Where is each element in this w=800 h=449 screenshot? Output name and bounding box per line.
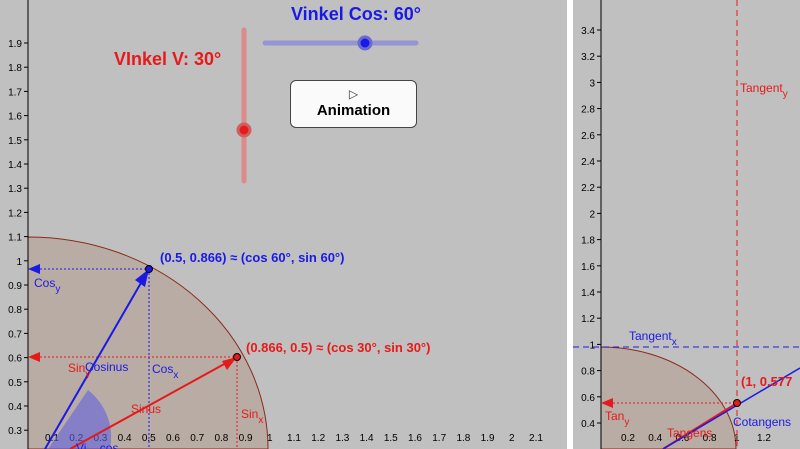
left-y-tick-label: 1.5 bbox=[8, 136, 22, 147]
left-y-tick-label: 1.6 bbox=[8, 112, 22, 123]
right-y-tick-label: 2.8 bbox=[581, 105, 595, 116]
cotangens-line bbox=[662, 367, 800, 449]
left-x-tick-label: 0.4 bbox=[118, 433, 132, 444]
right-y-tick-label: 0.6 bbox=[581, 393, 595, 404]
left-x-tick-label: 1.5 bbox=[384, 433, 398, 444]
sinus-vector bbox=[69, 356, 238, 449]
right-x-tick-label: 0.2 bbox=[621, 433, 635, 444]
left-y-tick-label: 0.9 bbox=[8, 281, 22, 292]
left-x-tick-label: 1.1 bbox=[287, 433, 301, 444]
point-v[interactable] bbox=[233, 353, 241, 361]
slider-v-handle[interactable] bbox=[236, 122, 252, 138]
left-y-tick-label: 0.4 bbox=[8, 402, 22, 413]
left-x-tick-label: 1.9 bbox=[481, 433, 495, 444]
left-x-tick-label: 1.2 bbox=[311, 433, 325, 444]
sinus-vector-head bbox=[222, 357, 237, 370]
left-x-tick-label: 2 bbox=[509, 433, 515, 444]
left-y-tick-label: 0.8 bbox=[8, 305, 22, 316]
left-x-tick-label: 0.9 bbox=[239, 433, 253, 444]
right-x-tick-label: 1.2 bbox=[757, 433, 771, 444]
right-y-tick-label: 3 bbox=[589, 78, 595, 89]
left-x-tick-label: 1.8 bbox=[456, 433, 470, 444]
right-y-tick-label: 1.4 bbox=[581, 288, 595, 299]
right-x-tick-label: 0.8 bbox=[703, 433, 717, 444]
y-axis-ticks: 1.9 1.8 1.7 1.6 1.5 1.4 1.3 1.2 1.1 1 0.9 0.8 0.7 0.6… bbox=[8, 39, 28, 437]
left-x-tick-label: 1.7 bbox=[432, 433, 446, 444]
graphics-view-right[interactable]: 3.4 3.2 3 2.8 2.6 2.4 2.2 2 1.8 1.6 1.4 1.2 1 0.8 0.6 0… bbox=[573, 0, 800, 449]
left-x-tick-label: 0.8 bbox=[214, 433, 228, 444]
right-y-tick-label: 0.4 bbox=[581, 419, 595, 430]
left-x-tick-label: 2.1 bbox=[529, 433, 543, 444]
left-y-tick-label: 1.7 bbox=[8, 87, 22, 98]
tangent-y-label: Tangenty bbox=[740, 81, 788, 100]
right-y-tick-label: 1.6 bbox=[581, 262, 595, 273]
left-x-tick-label: 1.3 bbox=[335, 433, 349, 444]
point-cos[interactable] bbox=[145, 265, 153, 273]
play-icon: ▷ bbox=[348, 87, 359, 101]
view-divider[interactable] bbox=[567, 0, 573, 449]
left-x-tick-label: 0.6 bbox=[166, 433, 180, 444]
tangent-point-label: (1, 0.577 bbox=[741, 374, 792, 389]
left-y-tick-label: 0.7 bbox=[8, 329, 22, 340]
point-cos-label: (0.5, 0.866) ≈ (cos 60°, sin 60°) bbox=[160, 250, 344, 265]
right-y-axis-ticks: 3.4 3.2 3 2.8 2.6 2.4 2.2 2 1.8 1.6 1.4 1.2 1 0.8 0.6 0… bbox=[581, 26, 601, 430]
left-x-tick-label: 1.6 bbox=[408, 433, 422, 444]
cos-y-label: Cosy bbox=[34, 276, 60, 295]
cosinus-vector bbox=[44, 268, 150, 449]
tangent-point[interactable] bbox=[733, 399, 741, 407]
sin-y-arrow bbox=[28, 352, 40, 362]
sin-x-label: Sinx bbox=[241, 407, 263, 426]
animation-button[interactable]: ▷ Animation bbox=[290, 80, 417, 128]
point-v-label: (0.866, 0.5) ≈ (cos 30°, sin 30°) bbox=[246, 340, 430, 355]
right-y-tick-label: 1.8 bbox=[581, 236, 595, 247]
left-y-tick-label: 1.8 bbox=[8, 63, 22, 74]
tan-y-label: Tany bbox=[605, 409, 629, 428]
cos-x-label: Cosx bbox=[152, 362, 178, 381]
sinus-label: Sinus bbox=[131, 402, 161, 416]
right-y-tick-label: 3.4 bbox=[581, 26, 595, 37]
right-x-tick-label: 1 bbox=[734, 433, 740, 444]
left-y-tick-label: 1.3 bbox=[8, 184, 22, 195]
left-y-tick-label: 1.4 bbox=[8, 160, 22, 171]
cotangens-label: Cotangens bbox=[733, 415, 791, 429]
tangent-canvas[interactable]: 3.43.232.82.62.42.221.81.61.41.210.80.60… bbox=[573, 0, 800, 449]
cos-y-arrow bbox=[28, 264, 40, 274]
left-y-tick-label: 1 bbox=[16, 257, 22, 268]
angle-label: Vi... cos bbox=[76, 441, 118, 449]
slider-cos-handle[interactable] bbox=[357, 35, 373, 51]
tangens-label: Tangens bbox=[667, 426, 712, 440]
left-x-tick-label: 0.7 bbox=[190, 433, 204, 444]
unit-circle-canvas[interactable]: 1.9 1.8 1.7 1.6 1.5 1.4 1.3 1.2 1.1 1 0.9 0.8 0.7 0.6… bbox=[0, 0, 567, 449]
left-y-tick-label: 0.3 bbox=[8, 426, 22, 437]
left-y-tick-label: 1.2 bbox=[8, 208, 22, 219]
left-y-tick-label: 1.1 bbox=[8, 233, 22, 244]
right-y-tick-label: 1.2 bbox=[581, 314, 595, 325]
right-y-tick-label: 1 bbox=[589, 340, 595, 351]
right-x-tick-label: 0.4 bbox=[648, 433, 662, 444]
cosinus-vector-head bbox=[135, 269, 149, 287]
right-y-tick-label: 3.2 bbox=[581, 52, 595, 63]
left-y-tick-label: 1.9 bbox=[8, 39, 22, 50]
left-y-tick-label: 0.5 bbox=[8, 378, 22, 389]
left-x-tick-label: 1 bbox=[267, 433, 273, 444]
left-y-tick-label: 0.6 bbox=[8, 354, 22, 365]
cosinus-label: Cosinus bbox=[85, 360, 128, 374]
right-x-axis-ticks: 0.2 0.4 0.6 0.8 1 1.2 bbox=[621, 433, 771, 444]
right-y-tick-label: 0.8 bbox=[581, 367, 595, 378]
tan-y-arrow bbox=[601, 398, 613, 408]
right-y-tick-label: 2.2 bbox=[581, 183, 595, 194]
right-x-tick-label: 0.6 bbox=[675, 433, 689, 444]
left-x-tick-label: 1.4 bbox=[360, 433, 374, 444]
slider-cos-label: Vinkel Cos: 60° bbox=[291, 4, 421, 24]
sin-y-label: Siny bbox=[68, 361, 90, 380]
right-y-tick-label: 2.4 bbox=[581, 157, 595, 168]
slider-v-label: VInkel V: 30° bbox=[114, 49, 221, 69]
right-y-tick-label: 2 bbox=[589, 209, 595, 220]
tangent-x-label: Tangentx bbox=[629, 329, 677, 348]
right-y-tick-label: 2.6 bbox=[581, 131, 595, 142]
graphics-view-left[interactable]: 1.9 1.8 1.7 1.6 1.5 1.4 1.3 1.2 1.1 1 0.9 0.8 0.7 0.6… bbox=[0, 0, 567, 449]
animation-button-label: Animation bbox=[316, 102, 391, 119]
